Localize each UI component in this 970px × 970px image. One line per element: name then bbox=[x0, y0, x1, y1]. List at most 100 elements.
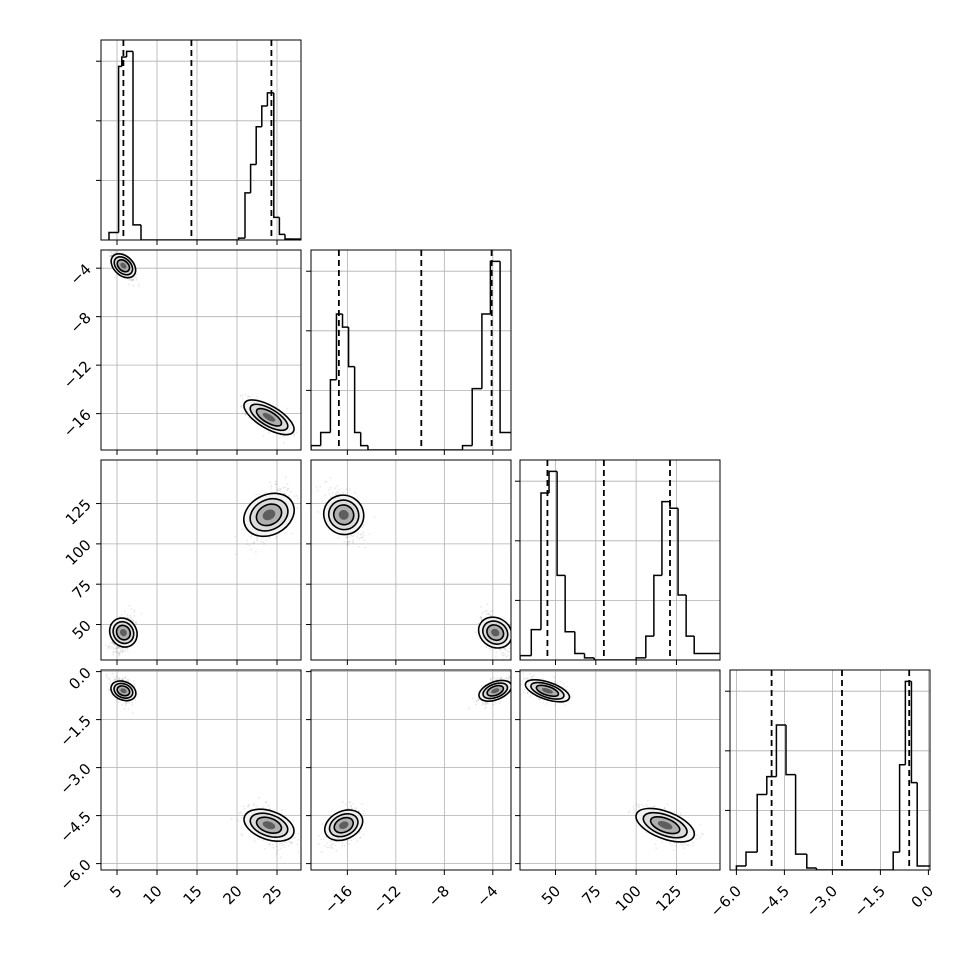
sample-point bbox=[131, 279, 133, 282]
sample-point bbox=[346, 543, 348, 546]
sample-point bbox=[126, 616, 129, 619]
sample-point bbox=[124, 675, 127, 678]
sample-point bbox=[115, 251, 117, 253]
histogram-bin bbox=[140, 224, 149, 240]
sample-point bbox=[485, 612, 488, 615]
sample-point bbox=[121, 650, 124, 653]
sample-point bbox=[118, 655, 120, 657]
sample-point bbox=[513, 689, 515, 691]
sample-point bbox=[279, 490, 282, 493]
sample-point bbox=[500, 676, 503, 679]
sample-point bbox=[292, 433, 295, 436]
sample-point bbox=[260, 540, 262, 543]
sample-point bbox=[116, 675, 118, 678]
sample-point bbox=[286, 489, 288, 492]
sample-point bbox=[271, 843, 274, 846]
sample-point bbox=[324, 494, 327, 497]
sample-point bbox=[504, 648, 507, 651]
sample-point bbox=[363, 809, 366, 812]
sample-point bbox=[491, 610, 493, 612]
sample-point bbox=[498, 649, 501, 651]
sample-point bbox=[242, 805, 245, 808]
sample-point bbox=[126, 650, 129, 652]
sample-point bbox=[329, 495, 332, 498]
sample-point bbox=[118, 652, 120, 655]
sample-point bbox=[268, 844, 271, 846]
sample-point bbox=[507, 654, 510, 657]
sample-point bbox=[131, 704, 134, 706]
histogram-bin bbox=[653, 574, 662, 637]
sample-point bbox=[361, 537, 364, 539]
sample-point bbox=[503, 654, 506, 656]
sample-point bbox=[329, 477, 332, 479]
sample-point bbox=[262, 806, 264, 808]
sample-point bbox=[349, 540, 351, 543]
sample-point bbox=[109, 642, 112, 644]
sample-point bbox=[243, 527, 246, 530]
sample-point bbox=[294, 836, 296, 839]
sample-point bbox=[120, 648, 122, 651]
sample-point bbox=[288, 494, 290, 497]
histogram-bin bbox=[645, 635, 654, 658]
sample-point bbox=[336, 490, 339, 493]
sample-point bbox=[482, 702, 485, 705]
density-contour bbox=[262, 412, 276, 422]
density-contour bbox=[119, 628, 127, 637]
sample-point bbox=[262, 839, 265, 841]
sample-point bbox=[527, 678, 530, 680]
sample-point bbox=[475, 700, 478, 703]
sample-point bbox=[108, 250, 111, 253]
sample-point bbox=[526, 692, 529, 695]
sample-point bbox=[316, 489, 319, 492]
sample-point bbox=[494, 701, 497, 704]
sample-point bbox=[538, 698, 541, 701]
sample-point bbox=[500, 677, 502, 680]
histogram-bin bbox=[125, 50, 133, 57]
sample-point bbox=[132, 277, 135, 280]
histogram-bin bbox=[693, 636, 706, 655]
sample-point bbox=[359, 836, 361, 839]
sample-point bbox=[118, 646, 120, 649]
sample-point bbox=[359, 836, 362, 839]
sample-point bbox=[362, 524, 365, 527]
sample-point bbox=[250, 548, 253, 551]
sample-point bbox=[130, 278, 133, 281]
sample-point bbox=[238, 812, 241, 815]
sample-point bbox=[352, 802, 355, 805]
sample-point bbox=[348, 843, 351, 845]
grid-layer bbox=[101, 40, 930, 870]
sample-point bbox=[276, 488, 279, 491]
sample-point bbox=[123, 677, 126, 679]
sample-point bbox=[262, 541, 265, 543]
sample-point bbox=[324, 481, 327, 484]
sample-point bbox=[107, 688, 110, 691]
sample-point bbox=[356, 536, 359, 539]
sample-point bbox=[268, 843, 271, 845]
sample-point bbox=[505, 676, 508, 679]
sample-point bbox=[505, 677, 508, 680]
sample-point bbox=[498, 702, 501, 705]
sample-point bbox=[291, 532, 294, 535]
sample-point bbox=[132, 620, 135, 623]
histogram-bin bbox=[530, 628, 541, 656]
sample-point bbox=[130, 608, 133, 610]
histogram-bin bbox=[255, 126, 262, 165]
sample-point bbox=[131, 711, 134, 714]
sample-point bbox=[485, 706, 487, 708]
sample-point bbox=[283, 846, 286, 849]
sample-point bbox=[318, 834, 320, 837]
sample-point bbox=[296, 494, 298, 497]
sample-point bbox=[483, 703, 486, 705]
sample-point bbox=[348, 540, 350, 543]
sample-point bbox=[255, 539, 258, 541]
sample-point bbox=[481, 612, 483, 615]
sample-point bbox=[111, 642, 114, 645]
sample-point bbox=[114, 650, 117, 653]
sample-point bbox=[121, 678, 124, 681]
sample-point bbox=[124, 702, 127, 705]
sample-point bbox=[250, 535, 253, 538]
sample-point bbox=[334, 487, 337, 490]
sample-point bbox=[553, 680, 556, 683]
sample-point bbox=[127, 708, 130, 710]
sample-point bbox=[248, 803, 250, 806]
